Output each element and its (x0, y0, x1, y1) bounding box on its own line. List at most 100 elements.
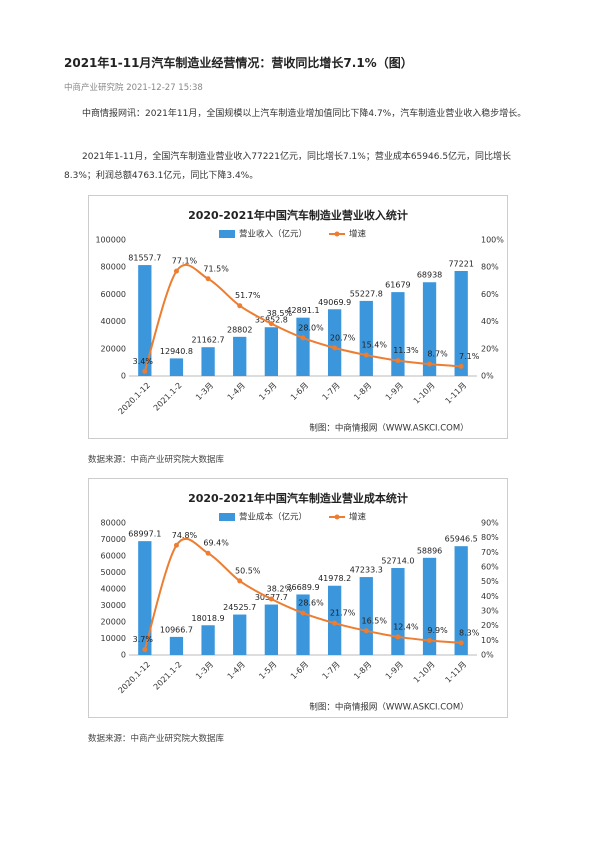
line-value-label: 16.5% (362, 616, 388, 625)
line-value-label: 28.0% (298, 323, 324, 332)
line-point (173, 268, 179, 274)
legend-label: 增速 (349, 229, 367, 240)
y-tick-label: 10000 (101, 634, 126, 643)
y2-tick-label: 70% (481, 548, 499, 557)
paragraph: 中商情报网讯：2021年11月，全国规模以上汽车制造业增加值同比下降4.7%，汽… (82, 109, 527, 119)
y-tick-label: 20000 (101, 618, 126, 627)
y2-tick-label: 60% (481, 563, 499, 572)
legend-label: 营业成本（亿元） (239, 512, 307, 523)
bar (327, 585, 342, 655)
line-point (173, 542, 179, 548)
bar (296, 594, 310, 655)
line-point (363, 352, 369, 358)
line-point (395, 634, 401, 640)
line-point (205, 276, 211, 282)
y2-tick-label: 80% (481, 263, 499, 272)
bar-value-label: 68997.1 (128, 530, 161, 539)
bar-value-label: 81557.7 (128, 254, 161, 263)
line-point (268, 596, 274, 602)
line-value-label: 8.7% (427, 350, 448, 359)
line-value-label: 7.1% (459, 352, 480, 361)
line-point (142, 368, 148, 374)
bar (233, 336, 247, 376)
legend-label: 增速 (349, 512, 367, 523)
y-tick-label: 80000 (101, 263, 126, 272)
line-point (427, 637, 433, 643)
y2-tick-label: 0% (481, 372, 494, 381)
bar (422, 557, 437, 655)
line-point (300, 610, 306, 616)
bar (359, 300, 373, 376)
bar (201, 347, 215, 376)
y-tick-label: 20000 (101, 344, 126, 353)
x-tick-label: 1-8月 (352, 660, 373, 681)
bar-value-label: 10966.7 (160, 625, 193, 634)
chart: 2020-2021年中国汽车制造业营业成本统计 0 10000 20000 30000 4… (88, 478, 508, 718)
line-point (458, 640, 464, 646)
y-tick-label: 50000 (101, 568, 126, 577)
y2-tick-label: 40% (481, 592, 499, 601)
line-value-label: 3.4% (133, 357, 154, 366)
line-value-label: 74.8% (172, 531, 198, 540)
bar-value-label: 52714.0 (381, 557, 414, 566)
bar-value-label: 36689.9 (286, 583, 319, 592)
x-tick-label: 1-10月 (412, 660, 437, 685)
legend-swatch (334, 231, 340, 237)
caption: 数据来源：中商产业研究院大数据库 (88, 455, 225, 465)
bar-value-label: 58896 (417, 546, 442, 555)
bar-value-label: 35852.8 (255, 316, 288, 325)
line-value-label: 69.4% (203, 539, 229, 548)
chart-title: 2020-2021年中国汽车制造业营业收入统计 (188, 208, 408, 222)
line-point (332, 345, 338, 351)
x-tick-label: 2020.1-12 (117, 381, 152, 416)
legend-swatch (334, 514, 340, 520)
y2-tick-label: 20% (481, 621, 499, 630)
line-value-label: 8.3% (459, 628, 480, 637)
line-point (237, 578, 243, 584)
bar (359, 577, 373, 655)
line-value-label: 12.4% (393, 622, 419, 631)
y2-tick-label: 80% (481, 533, 499, 542)
bar (296, 317, 310, 376)
line-value-label: 38.2% (267, 584, 293, 593)
bar (391, 292, 405, 376)
chart: 2020-2021年中国汽车制造业营业收入统计 0 20000 40000 60000 8… (88, 195, 508, 439)
line-value-label: 11.3% (393, 346, 419, 355)
chart-note: 制图：中商情报网（WWW.ASKCI.COM） (309, 702, 468, 713)
x-tick-label: 1-6月 (289, 381, 310, 402)
bar (454, 270, 468, 376)
x-tick-label: 2021.1-2 (152, 381, 184, 413)
line-point (395, 358, 401, 364)
y2-tick-label: 20% (481, 344, 499, 353)
bar (391, 568, 405, 655)
x-tick-label: 2020.1-12 (117, 660, 152, 695)
bar-value-label: 55227.8 (350, 289, 383, 298)
legend-label: 营业收入（亿元） (239, 229, 307, 240)
y-tick-label: 0 (121, 651, 126, 660)
bar-value-label: 49069.9 (318, 298, 351, 307)
y-tick-label: 70000 (101, 535, 126, 544)
y2-tick-label: 50% (481, 577, 499, 586)
x-tick-label: 1-7月 (321, 660, 342, 681)
bar (233, 614, 247, 655)
bar-value-label: 12940.8 (160, 347, 193, 356)
x-tick-label: 2021.1-2 (152, 660, 184, 692)
x-tick-label: 1-4月 (226, 660, 247, 681)
line-point (237, 303, 243, 309)
line-value-label: 28.6% (298, 599, 324, 608)
x-tick-label: 1-3月 (194, 660, 215, 681)
bar-value-label: 18018.9 (192, 614, 225, 623)
x-tick-label: 1-11月 (444, 660, 469, 685)
line-point (142, 647, 148, 653)
bar (169, 636, 184, 655)
bar-value-label: 24525.7 (223, 603, 256, 612)
line-value-label: 21.7% (330, 609, 356, 618)
bar-value-label: 77221 (448, 259, 473, 268)
y2-tick-label: 100% (481, 236, 504, 245)
bar (138, 541, 152, 655)
x-tick-label: 1-8月 (352, 381, 373, 402)
line-point (300, 335, 306, 341)
x-tick-label: 1-3月 (194, 381, 215, 402)
line-point (332, 620, 338, 626)
